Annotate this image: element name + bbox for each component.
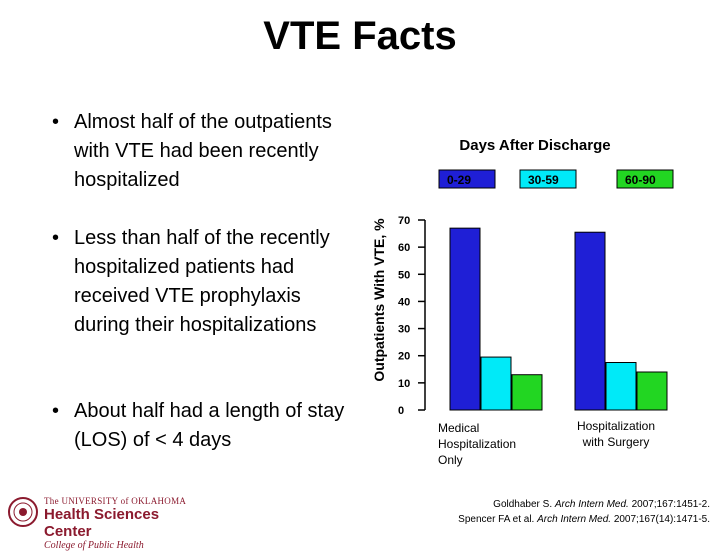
y-tick-label: 20: [398, 351, 410, 363]
university-seal-icon: [8, 497, 38, 527]
y-tick-label: 0: [398, 405, 404, 417]
bullet-dot-icon: •: [52, 227, 60, 249]
bar: [511, 374, 543, 411]
bullet-item: • About half had a length of stay (LOS) …: [48, 397, 348, 455]
bullet-item: • Almost half of the outpatients with VT…: [48, 108, 348, 195]
chart-title: Days After Discharge: [459, 137, 610, 154]
chart-axes: 0 10 20 30 40 50 60 70: [398, 215, 426, 417]
logo-university-name: The UNIVERSITY of OKLAHOMA: [44, 496, 187, 506]
bullet-text: Almost half of the outpatients with VTE …: [74, 111, 332, 191]
bar: [574, 231, 606, 411]
bullet-dot-icon: •: [52, 111, 60, 133]
chart-svg: Days After Discharge 0-29 30-59 60-90 Outp…: [371, 137, 674, 467]
y-tick-label: 60: [398, 242, 410, 254]
bullet-dot-icon: •: [52, 400, 60, 422]
citation-1: Goldhaber S. Arch Intern Med. 2007;167:1…: [493, 499, 710, 510]
bar: [449, 227, 481, 411]
citations: Goldhaber S. Arch Intern Med. 2007;167:1…: [458, 497, 710, 527]
bar: [605, 362, 637, 411]
legend-label: 60-90: [625, 173, 656, 187]
x-category-label: Medical Hospitalization Only: [438, 421, 516, 467]
bullet-item: • Less than half of the recently hospita…: [48, 224, 348, 340]
y-tick-label: 70: [398, 215, 410, 227]
bullet-text: Less than half of the recently hospitali…: [74, 227, 330, 336]
x-axis-labels: Medical Hospitalization Only Hospitalizatio…: [438, 419, 655, 467]
citation-2: Spencer FA et al. Arch Intern Med. 2007;…: [458, 514, 710, 525]
legend-swatch: [616, 169, 674, 189]
chart-bars: [449, 227, 668, 411]
y-tick-label: 40: [398, 296, 410, 308]
legend-swatch: [519, 169, 577, 189]
bar: [480, 356, 512, 411]
y-axis-label: Outpatients With VTE, %: [371, 218, 387, 382]
x-category-label: Hospitalization with Surgery: [577, 419, 655, 449]
logo-college-name: College of Public Health: [44, 540, 144, 551]
bullet-text: About half had a length of stay (LOS) of…: [74, 400, 345, 451]
legend-label: 0-29: [447, 173, 471, 187]
y-tick-label: 10: [398, 378, 410, 390]
university-logo: The UNIVERSITY of OKLAHOMA Health Scienc…: [8, 494, 198, 551]
bar: [636, 371, 668, 411]
chart-legend: 0-29 30-59 60-90: [438, 169, 674, 189]
legend-swatch: [438, 169, 496, 189]
y-tick-label: 50: [398, 269, 410, 281]
y-tick-label: 30: [398, 324, 410, 336]
slide-title: VTE Facts: [263, 14, 457, 58]
bar-chart: Days After Discharge 0-29 30-59 60-90 Outp…: [360, 120, 720, 480]
legend-label: 30-59: [528, 173, 559, 187]
logo-center-name: Health Sciences Center: [44, 506, 160, 540]
